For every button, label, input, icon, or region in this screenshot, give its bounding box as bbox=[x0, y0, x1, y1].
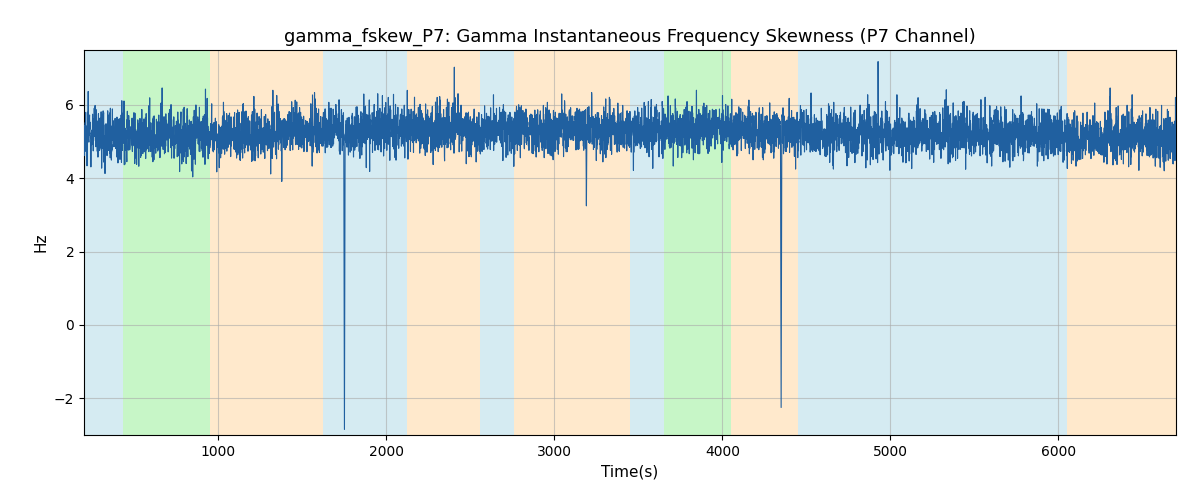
Y-axis label: Hz: Hz bbox=[34, 233, 48, 252]
Bar bbox=[1067, 50, 1176, 435]
Bar bbox=[630, 50, 664, 435]
Bar bbox=[323, 50, 407, 435]
Bar bbox=[407, 50, 480, 435]
Bar bbox=[122, 50, 210, 435]
Bar bbox=[84, 50, 122, 435]
Bar bbox=[664, 50, 731, 435]
X-axis label: Time(s): Time(s) bbox=[601, 464, 659, 479]
Bar bbox=[480, 50, 514, 435]
Bar bbox=[731, 50, 798, 435]
Bar bbox=[798, 50, 1067, 435]
Bar bbox=[210, 50, 323, 435]
Bar bbox=[514, 50, 630, 435]
Title: gamma_fskew_P7: Gamma Instantaneous Frequency Skewness (P7 Channel): gamma_fskew_P7: Gamma Instantaneous Freq… bbox=[284, 28, 976, 46]
